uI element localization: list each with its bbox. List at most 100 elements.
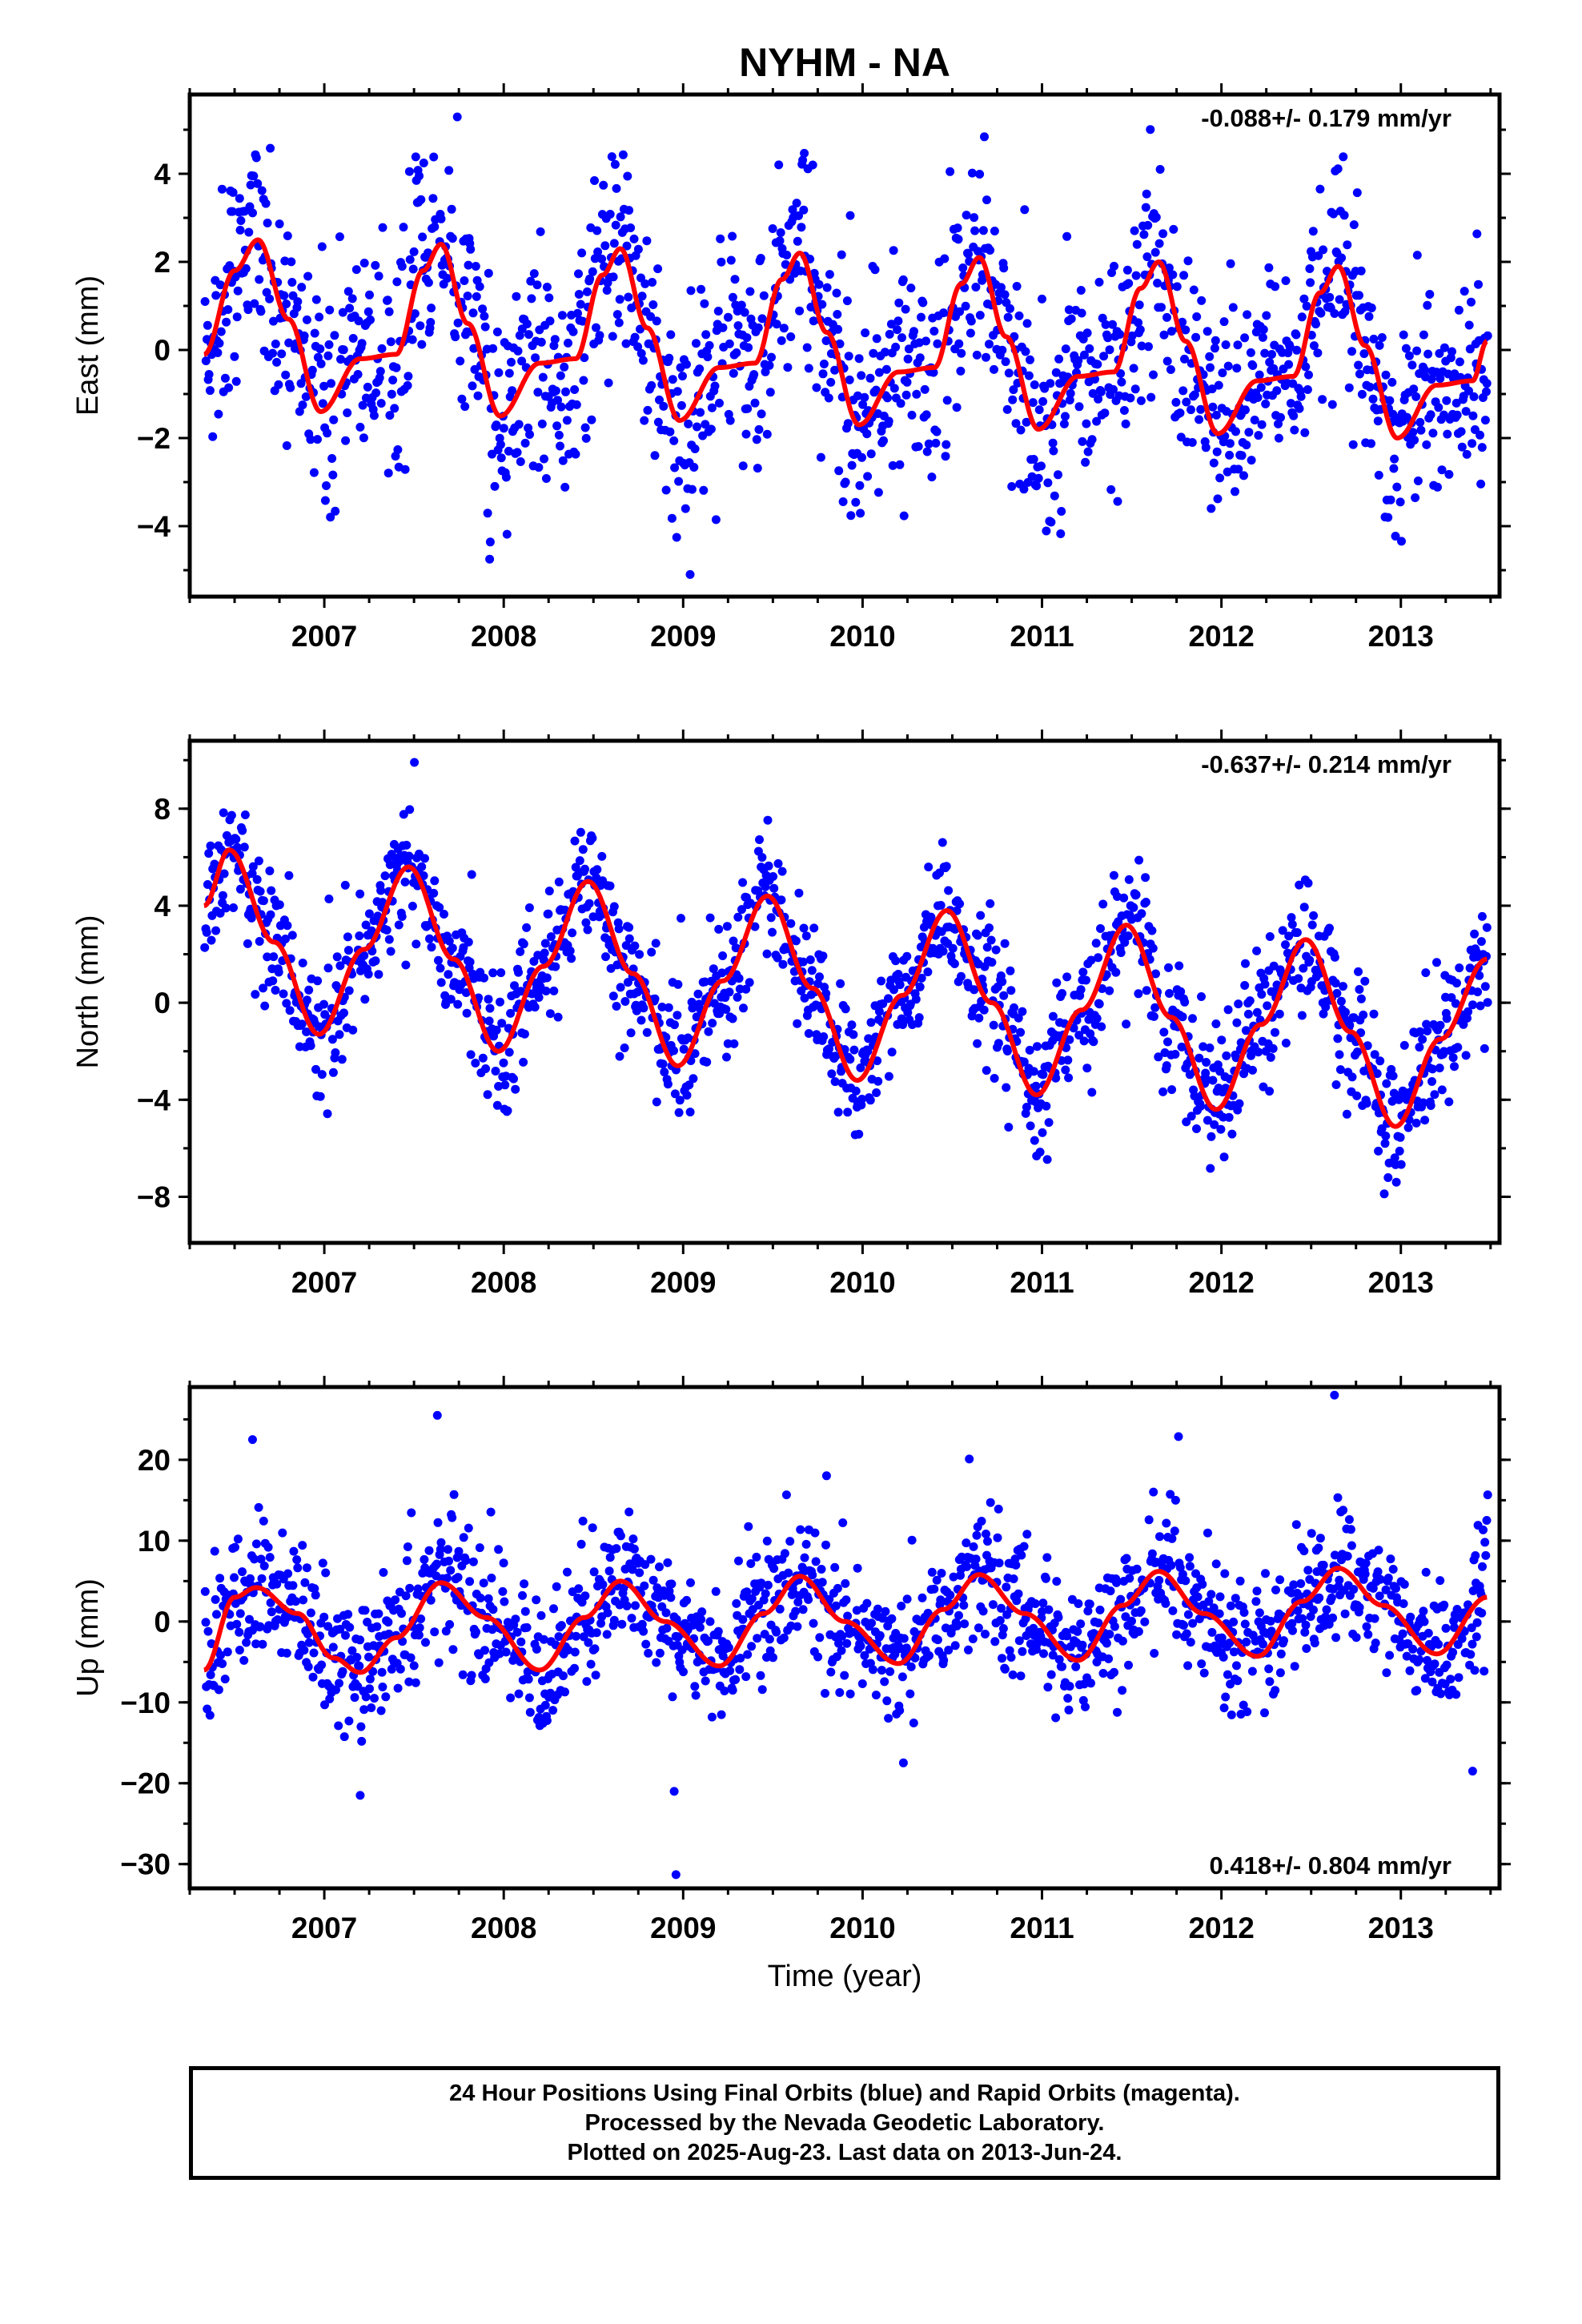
data-point [817, 1578, 827, 1587]
data-point [247, 869, 257, 879]
data-point [964, 249, 973, 259]
data-point [1022, 1103, 1031, 1112]
data-point [708, 1019, 717, 1028]
data-point [1392, 482, 1402, 492]
data-point [323, 963, 333, 973]
data-point [1042, 526, 1051, 536]
data-point [633, 244, 643, 254]
data-point [1239, 1608, 1249, 1617]
data-point [363, 1618, 372, 1626]
data-point [685, 569, 695, 579]
data-point [580, 864, 589, 874]
data-point [937, 1569, 946, 1578]
data-point [1218, 368, 1227, 378]
x-tick-label: 2013 [1368, 1912, 1434, 1944]
data-point [1155, 1532, 1164, 1542]
data-point [436, 1538, 446, 1547]
data-point [728, 1014, 737, 1023]
data-point [872, 1088, 881, 1097]
data-point [1110, 1667, 1118, 1677]
data-point [831, 1601, 841, 1610]
data-point [635, 1568, 644, 1578]
data-point [263, 1542, 273, 1552]
data-point [1472, 1632, 1481, 1642]
data-point [746, 1559, 756, 1568]
data-point [1302, 301, 1311, 311]
data-point [846, 511, 856, 521]
data-point [339, 1008, 348, 1018]
data-point [1224, 1112, 1234, 1122]
data-point [1437, 1085, 1447, 1095]
data-point [1192, 1124, 1201, 1133]
data-point [1022, 1530, 1032, 1539]
data-point [409, 1661, 419, 1671]
data-point [387, 389, 396, 399]
data-point [1314, 1543, 1323, 1553]
data-point [1122, 1554, 1131, 1563]
data-point [1171, 397, 1181, 407]
data-point [575, 856, 584, 866]
data-point [1482, 379, 1492, 388]
data-point [865, 373, 875, 383]
data-point [765, 388, 775, 397]
y-tick-label: −8 [137, 1180, 171, 1213]
data-point [745, 978, 754, 987]
data-point [440, 910, 448, 919]
data-point [788, 205, 797, 215]
data-point [705, 340, 714, 350]
data-point [774, 160, 784, 170]
data-point [985, 340, 994, 349]
data-point [1048, 1651, 1058, 1660]
data-point [1405, 1666, 1415, 1675]
data-point [533, 388, 543, 397]
data-point [754, 424, 764, 434]
data-point [1006, 1653, 1016, 1662]
data-point [713, 307, 723, 316]
data-point [435, 903, 444, 912]
data-point [1307, 920, 1317, 930]
data-point [588, 834, 597, 843]
data-point [414, 1630, 424, 1640]
data-point [259, 1516, 268, 1526]
data-point [936, 901, 946, 910]
data-point [1343, 240, 1352, 250]
data-point [430, 1627, 440, 1637]
data-point [506, 1693, 516, 1703]
data-point [1235, 1099, 1244, 1108]
data-point [471, 1059, 480, 1068]
data-point [449, 1490, 459, 1499]
data-point [1083, 447, 1093, 456]
data-point [478, 304, 488, 314]
data-point [1375, 1056, 1385, 1066]
data-point [640, 279, 650, 288]
data-point [265, 294, 275, 304]
data-point [201, 356, 211, 366]
data-point [1434, 403, 1443, 412]
data-point [639, 1003, 648, 1013]
data-point [572, 400, 581, 409]
data-point [1137, 341, 1146, 351]
data-point [1178, 1012, 1187, 1022]
data-point [989, 1020, 998, 1030]
data-point [235, 194, 244, 203]
data-point [640, 416, 649, 425]
data-point [593, 247, 603, 256]
data-point [1162, 312, 1171, 322]
data-point [718, 323, 728, 332]
data-point [1309, 911, 1319, 920]
data-point [961, 301, 970, 311]
data-point [1243, 1707, 1252, 1716]
data-point [1300, 1627, 1310, 1637]
data-point [524, 1675, 533, 1684]
data-point [957, 348, 966, 358]
data-point [966, 316, 976, 326]
data-point [524, 1693, 534, 1703]
data-point [882, 1696, 892, 1706]
data-point [1071, 1662, 1081, 1671]
data-point [441, 1626, 451, 1636]
data-point [1232, 364, 1242, 373]
data-point [463, 292, 472, 301]
data-point [1006, 304, 1014, 313]
data-point [1374, 470, 1383, 480]
data-point [426, 318, 436, 327]
